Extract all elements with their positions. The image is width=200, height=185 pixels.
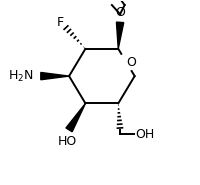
Text: OH: OH: [136, 128, 155, 141]
Text: H$_2$N: H$_2$N: [8, 69, 34, 84]
Polygon shape: [66, 103, 85, 132]
Text: HO: HO: [58, 135, 77, 148]
Polygon shape: [116, 22, 124, 49]
Text: O: O: [115, 6, 125, 19]
Text: F: F: [56, 16, 64, 29]
Text: O: O: [126, 56, 136, 69]
Polygon shape: [41, 73, 69, 80]
